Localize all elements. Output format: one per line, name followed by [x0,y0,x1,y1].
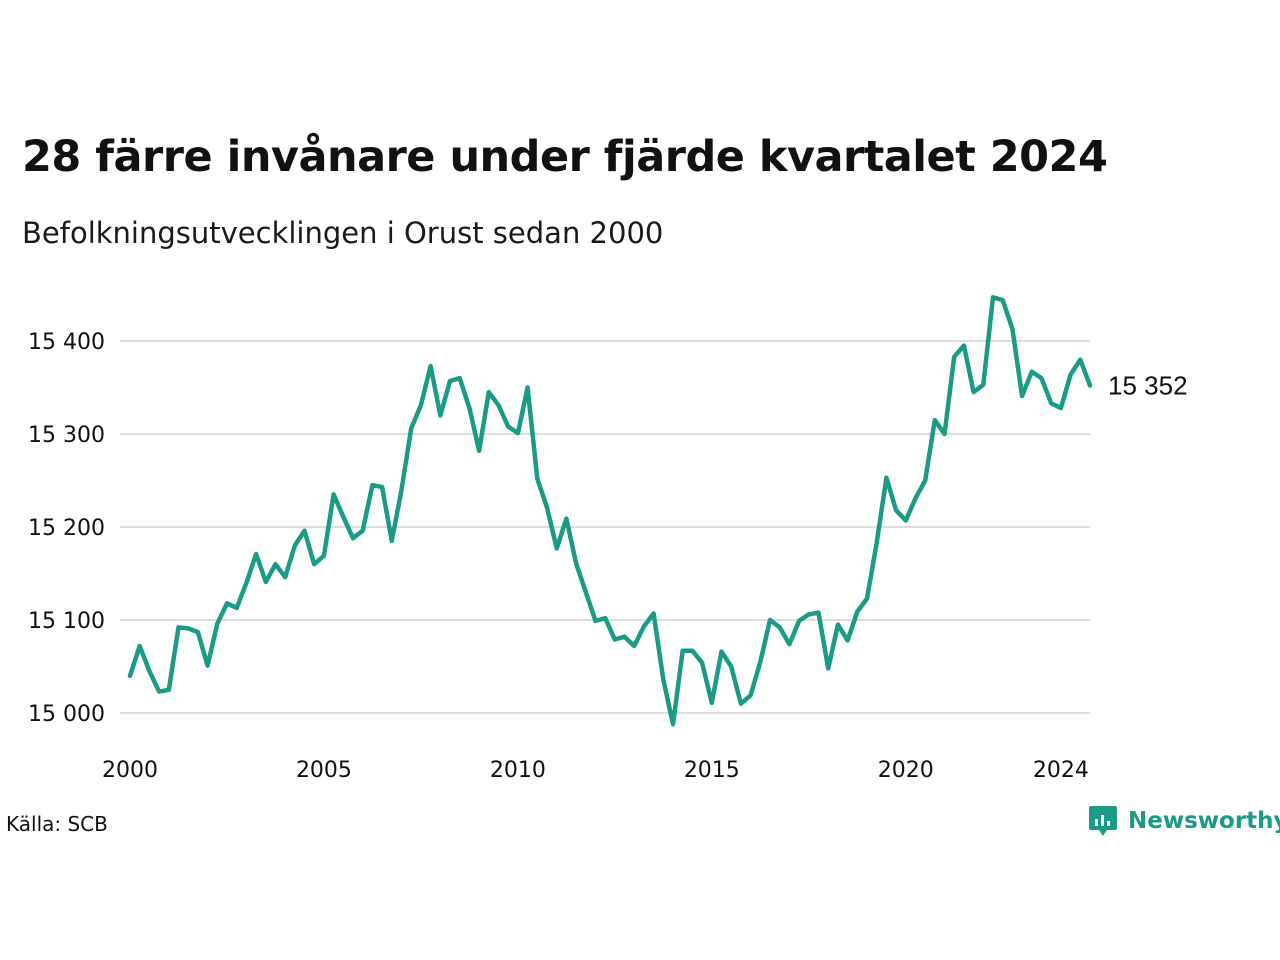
x-tick-label: 2000 [102,758,158,783]
chart-bubble-icon [1089,806,1117,836]
x-tick-label: 2015 [684,758,740,783]
last-value-label: 15 352 [1108,371,1188,401]
y-axis-labels: 15 000 15 100 15 200 15 300 15 400 [28,330,105,727]
x-tick-label: 2010 [490,758,546,783]
y-tick-label: 15 000 [28,702,105,727]
y-tick-label: 15 400 [28,330,105,355]
chart-title: 28 färre invånare under fjärde kvartalet… [22,132,1108,182]
x-tick-label: 2005 [296,758,352,783]
x-tick-label: 2020 [878,758,934,783]
chart-subtitle: Befolkningsutvecklingen i Orust sedan 20… [22,216,664,250]
brand-name: Newsworthy [1128,808,1280,834]
source-note: Källa: SCB [6,812,108,836]
y-tick-label: 15 200 [28,516,105,541]
gridlines [120,340,1090,714]
x-axis-labels: 2000 2005 2010 2015 2020 2024 [102,758,1089,783]
x-tick-label: 2024 [1033,758,1089,783]
population-series-line [127,295,1093,727]
brand-logo: Newsworthy [1088,804,1280,838]
y-tick-label: 15 300 [28,423,105,448]
y-tick-label: 15 100 [28,609,105,634]
